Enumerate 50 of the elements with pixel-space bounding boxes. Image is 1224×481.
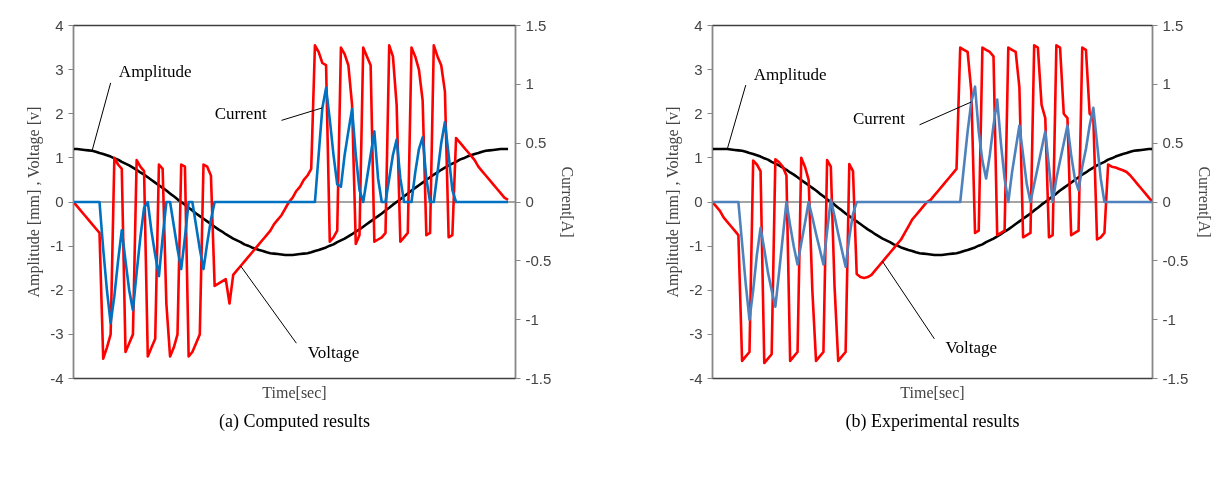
y2-tick-label: 1 [1162, 75, 1171, 93]
y2-tick-label: 0 [1162, 193, 1171, 210]
line-series [73, 86, 510, 325]
y-axis-title: Amplitude [mm] , Voltage [v] [664, 106, 683, 298]
y2-tick-label: 1.5 [525, 16, 547, 34]
annotation: Voltage [945, 338, 998, 358]
y-tick-label: -1 [50, 237, 64, 255]
y2-axis-title: Current[A] [1196, 166, 1214, 238]
y-tick-label: -2 [50, 281, 64, 299]
y2-tick-label: 0.5 [525, 134, 547, 152]
line-series [712, 85, 1153, 321]
y2-tick-label: 1.5 [1162, 16, 1184, 34]
line-series [73, 44, 510, 360]
y-tick-label: 0 [694, 193, 703, 210]
y2-tick-label: 0 [525, 193, 534, 210]
y2-tick-label: -1.5 [1162, 369, 1189, 387]
y-tick-label: 0 [55, 193, 64, 210]
y-tick-label: 4 [694, 16, 703, 34]
y2-tick-label: -1 [1162, 310, 1176, 328]
y2-tick-label: 1 [525, 75, 534, 93]
y2-tick-label: 0.5 [1162, 134, 1184, 152]
annotation: Amplitude [118, 62, 192, 82]
line-series [712, 44, 1153, 365]
y-tick-label: 4 [55, 16, 64, 34]
x-axis-title: Time[sec] [900, 383, 965, 401]
y-tick-label: -2 [689, 281, 703, 299]
y-axis-title: Amplitude [mm] , Voltage [v] [25, 106, 44, 298]
y-tick-label: 2 [55, 104, 64, 122]
y-tick-label: -4 [50, 369, 64, 387]
y-tick-label: -3 [50, 325, 64, 343]
y2-tick-label: -1 [525, 310, 539, 328]
annotation: Current [214, 104, 267, 124]
y-tick-label: 1 [55, 148, 64, 166]
y-tick-label: 2 [694, 104, 703, 122]
y-tick-label: 3 [55, 60, 64, 78]
y2-tick-label: -1.5 [525, 369, 552, 387]
y2-axis-title: Current[A] [559, 166, 577, 238]
annotation: Amplitude [753, 64, 827, 84]
y-tick-label: -4 [689, 369, 703, 387]
annotation: Voltage [307, 342, 360, 362]
y-tick-label: -3 [689, 325, 703, 343]
annotation: Current [852, 108, 906, 128]
y2-tick-label: -0.5 [525, 251, 552, 269]
text: (b) Experimental results [845, 410, 1020, 432]
x-axis-title: Time[sec] [262, 383, 327, 401]
y-tick-label: 3 [694, 60, 703, 78]
y2-tick-label: -0.5 [1162, 251, 1189, 269]
y-tick-label: -1 [689, 237, 703, 255]
text: (a) Computed results [219, 410, 370, 432]
y-tick-label: 1 [694, 148, 703, 166]
